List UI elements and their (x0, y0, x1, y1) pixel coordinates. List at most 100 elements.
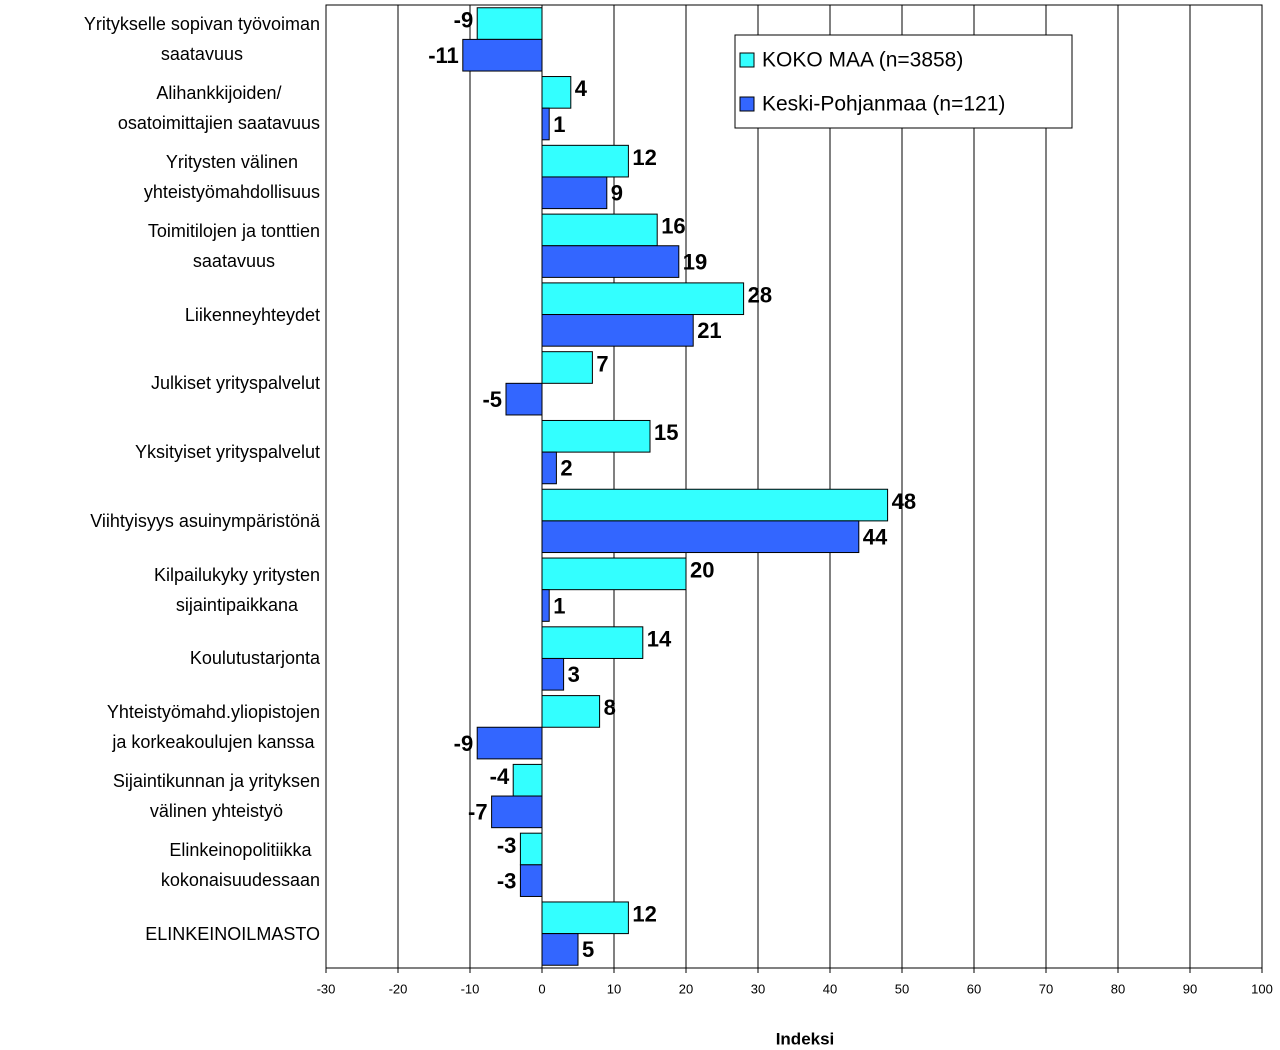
category-text: Yksityiset yrityspalvelut (134, 442, 320, 463)
x-tick-label: -30 (317, 981, 336, 996)
legend-swatch (739, 96, 755, 112)
bar (541, 589, 550, 622)
category-label: Alihankkijoiden/ osatoimittajien saatavu… (0, 78, 320, 138)
bar (541, 282, 745, 316)
x-axis-label: Indeksi (776, 1029, 835, 1048)
data-label: -5 (482, 387, 502, 412)
data-label: 21 (697, 318, 721, 343)
bar (541, 351, 593, 384)
data-label: 48 (892, 489, 916, 514)
x-tick-label: 10 (607, 981, 621, 996)
data-label: 8 (604, 695, 616, 720)
data-label: -9 (454, 731, 474, 756)
category-label: Julkiset yrityspalvelut (0, 368, 320, 398)
bar (541, 695, 601, 728)
bar (541, 901, 629, 935)
bar (541, 176, 608, 210)
category-label: Yksityiset yrityspalvelut (0, 437, 320, 467)
legend-swatch (739, 52, 755, 68)
bar (541, 488, 889, 522)
category-label: Liikenneyhteydet (0, 300, 320, 330)
data-label: -3 (497, 868, 517, 893)
category-label: ELINKEINOILMASTO (0, 919, 320, 949)
category-text: Yhteistyömahd.yliopistojen ja korkeakoul… (106, 702, 320, 753)
bar (541, 451, 557, 485)
category-label: Yritysten välinen yhteistyömahdollisuus (0, 147, 320, 207)
data-label: 7 (596, 351, 608, 376)
bar (541, 557, 687, 591)
category-text: Elinkeinopolitiikka kokonaisuudessaan (160, 839, 320, 890)
bar (519, 864, 543, 897)
category-text: Toimitilojen ja tonttien saatavuus (147, 220, 320, 271)
x-tick-label: -10 (461, 981, 480, 996)
bar (541, 76, 572, 109)
x-tick-label: 90 (1183, 981, 1197, 996)
data-label: 14 (647, 626, 672, 651)
bar (541, 657, 565, 691)
bar (476, 726, 543, 760)
category-label: Sijaintikunnan ja yrityksen välinen yhte… (0, 766, 320, 826)
x-tick-label: 0 (538, 981, 545, 996)
data-label: 5 (582, 937, 594, 962)
x-tick-label: 70 (1039, 981, 1053, 996)
data-label: 3 (568, 662, 580, 687)
bar (541, 107, 550, 141)
category-label: Viihtyisyys asuinympäristönä (0, 506, 320, 536)
bar (541, 245, 680, 278)
x-tick-label: 100 (1251, 981, 1273, 996)
category-label: Yhteistyömahd.yliopistojen ja korkeakoul… (0, 697, 320, 757)
bar (541, 520, 860, 554)
bar (462, 38, 543, 72)
category-text: Julkiset yrityspalvelut (150, 373, 320, 394)
data-label: 44 (863, 525, 888, 550)
bar (541, 314, 694, 347)
data-label: 12 (632, 145, 656, 170)
data-label: 15 (654, 420, 678, 445)
category-text: Yritykselle sopivan työvoiman saatavuus (83, 14, 320, 65)
data-label: 9 (611, 181, 623, 206)
x-tick-label: 60 (967, 981, 981, 996)
legend-box (734, 34, 1073, 129)
x-tick-label: 50 (895, 981, 909, 996)
x-tick-label: 80 (1111, 981, 1125, 996)
bar (512, 763, 543, 797)
category-label: Koulutustarjonta (0, 643, 320, 673)
category-text: Liikenneyhteydet (184, 304, 320, 325)
bar (519, 832, 543, 866)
plot-border (325, 4, 1263, 969)
legend: KOKO MAA (n=3858) Keski-Pohjanmaa (n=121) (734, 34, 1073, 129)
category-text: Alihankkijoiden/ osatoimittajien saatavu… (117, 83, 320, 134)
bar (476, 7, 543, 40)
category-label: Elinkeinopolitiikka kokonaisuudessaan (0, 835, 320, 895)
data-label: 1 (553, 593, 565, 618)
legend-label: KOKO MAA (n=3858) (762, 49, 963, 72)
data-label: 12 (632, 902, 656, 927)
data-label: -3 (497, 833, 517, 858)
legend-label: Keski-Pohjanmaa (n=121) (762, 93, 1005, 116)
category-text: ELINKEINOILMASTO (145, 923, 320, 944)
category-text: Yritysten välinen yhteistyömahdollisuus (143, 151, 320, 202)
category-label: Toimitilojen ja tonttien saatavuus (0, 216, 320, 276)
data-label: 1 (553, 112, 565, 137)
category-label: Kilpailukyky yritysten sijaintipaikkana (0, 560, 320, 620)
x-tick-label: -20 (389, 981, 408, 996)
data-label: 19 (683, 249, 707, 274)
data-label: 4 (575, 76, 588, 101)
data-label: -7 (468, 800, 488, 825)
data-label: 2 (560, 456, 572, 481)
category-label: Yritykselle sopivan työvoiman saatavuus (0, 9, 320, 69)
bar (541, 144, 629, 178)
data-label: -9 (454, 7, 474, 32)
data-label: -11 (428, 43, 459, 68)
bar (505, 382, 543, 416)
bar (541, 933, 579, 966)
bar (541, 419, 651, 453)
category-text: Viihtyisyys asuinympäristönä (90, 510, 320, 531)
data-label: 20 (690, 558, 714, 583)
data-label: -4 (490, 764, 510, 789)
data-label: 16 (661, 214, 685, 239)
category-text: Sijaintikunnan ja yrityksen välinen yhte… (112, 771, 320, 822)
x-tick-label: 40 (823, 981, 837, 996)
